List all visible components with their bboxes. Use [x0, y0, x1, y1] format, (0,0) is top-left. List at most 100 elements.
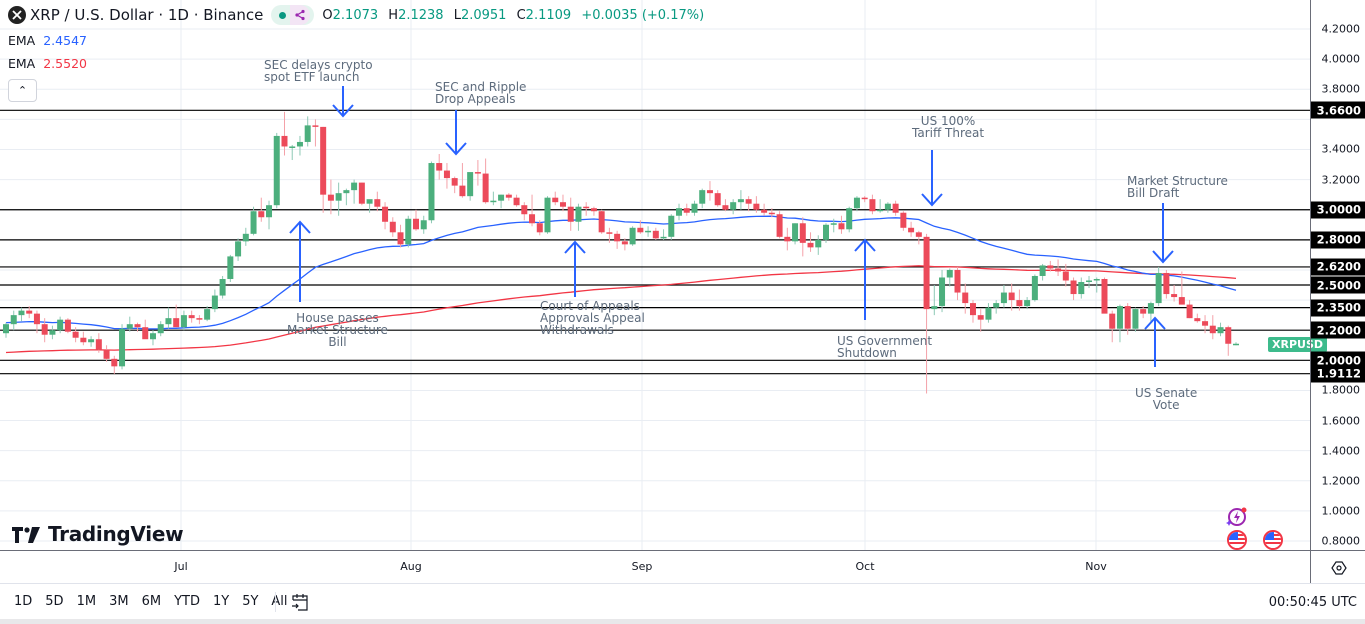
price-tick: 1.8000 [1321, 383, 1361, 397]
candle [49, 330, 56, 335]
time-tick: Jul [174, 560, 188, 573]
collapse-indicators-button[interactable]: ⌃ [8, 79, 37, 102]
annotation-label[interactable]: US Government Shutdown [837, 334, 933, 360]
price-level-label: 1.9112 [1311, 365, 1365, 383]
candle [807, 242, 814, 248]
candle [1140, 309, 1147, 314]
candle [784, 236, 791, 242]
candles [3, 111, 1239, 394]
ema-slow-legend[interactable]: EMA 2.5520 [8, 56, 87, 71]
annotation-label[interactable]: US Senate Vote [1135, 386, 1198, 412]
range-button-5d[interactable]: 5D [45, 594, 64, 609]
market-status-badge[interactable] [271, 5, 315, 25]
clock-timezone[interactable]: 00:50:45 UTC [1268, 595, 1357, 610]
price-level-label: 2.2000 [1311, 321, 1365, 339]
tradingview-logo[interactable]: TradingView [12, 522, 184, 546]
candle [830, 223, 837, 225]
candle [1202, 321, 1209, 326]
us-flag-event-icon[interactable] [1263, 530, 1283, 550]
range-button-1m[interactable]: 1M [76, 594, 97, 609]
annotation-label[interactable]: Market Structure Bill Draft [1127, 174, 1228, 200]
candle [892, 203, 899, 213]
range-button-1y[interactable]: 1Y [212, 594, 230, 609]
ema-fast-legend[interactable]: EMA 2.4547 [8, 33, 87, 48]
price-tick: 1.4000 [1321, 444, 1361, 458]
candle [1062, 271, 1069, 281]
candle [490, 200, 497, 203]
candle [157, 324, 164, 334]
logo-text: TradingView [48, 522, 184, 546]
candle [606, 232, 613, 234]
candle [559, 202, 566, 207]
candle [327, 194, 334, 201]
change-value: +0.0035 (+0.17%) [581, 7, 705, 23]
candle [536, 223, 543, 233]
range-button-1d[interactable]: 1D [14, 594, 33, 609]
candle [382, 206, 389, 222]
candle [1024, 300, 1031, 307]
candle [281, 135, 288, 147]
price-level-label: 2.5000 [1311, 276, 1365, 294]
ema-fast-line [5, 215, 1237, 330]
candle [111, 358, 118, 367]
symbol-legend: XRP / U.S. Dollar · 1D · Binance O2.1073… [8, 5, 704, 25]
candle [598, 211, 605, 233]
candle [72, 331, 79, 338]
candle [95, 339, 102, 350]
range-button-all[interactable]: All [271, 594, 288, 609]
price-axis[interactable]: 4.2000 4.0000 3.8000 3.4000 3.2000 1.8000 1.60… [1310, 0, 1365, 550]
xrp-logo-icon [8, 6, 26, 24]
candle [26, 310, 33, 314]
candle [219, 278, 226, 296]
time-axis[interactable]: Jul Aug Sep Oct Nov [0, 550, 1310, 584]
candle [869, 199, 876, 212]
candle [126, 324, 133, 329]
candle [614, 233, 621, 242]
range-button-5y[interactable]: 5Y [242, 594, 259, 609]
chart-settings-button[interactable] [1310, 550, 1365, 584]
candle [1086, 280, 1093, 283]
candlestick-chart[interactable] [0, 0, 1310, 550]
arrow-head [854, 238, 876, 252]
candle [799, 223, 806, 243]
candle [660, 236, 667, 239]
candle [722, 205, 729, 210]
range-button-ytd[interactable]: YTD [174, 594, 200, 609]
price-tick: 1.2000 [1321, 474, 1361, 488]
candle [1031, 275, 1038, 301]
candle [969, 303, 976, 316]
arrow-head [1152, 250, 1174, 264]
go-to-date-button[interactable] [290, 592, 310, 616]
price-tick: 0.8000 [1321, 534, 1361, 548]
candle [41, 324, 48, 335]
annotation-label[interactable]: US 100% Tariff Threat [912, 114, 985, 140]
bottom-toolbar: 1D 5D 1M 3M 6M YTD 1Y 5Y All 00:50:45 UTC [0, 583, 1365, 620]
candle [1078, 282, 1085, 295]
candle [1070, 280, 1077, 295]
annotation-label[interactable]: House passes Market Structure Bill [287, 311, 388, 349]
share-icon[interactable] [290, 5, 311, 25]
us-flag-event-icon[interactable] [1227, 530, 1247, 550]
time-tick: Aug [400, 560, 422, 573]
range-button-6m[interactable]: 6M [141, 594, 162, 609]
candle [482, 173, 489, 203]
candle [652, 230, 659, 239]
range-button-3m[interactable]: 3M [109, 594, 129, 609]
tradingview-logo-icon [12, 527, 40, 543]
time-tick: Sep [631, 560, 653, 573]
price-level-label: 3.6600 [1311, 101, 1365, 119]
annotation-label[interactable]: SEC delays crypto spot ETF launch [264, 58, 373, 84]
symbol-title[interactable]: XRP / U.S. Dollar · 1D · Binance [30, 6, 264, 24]
price-tick: 3.8000 [1321, 82, 1361, 96]
chart-pane[interactable]: XRP / U.S. Dollar · 1D · Binance O2.1073… [0, 0, 1327, 550]
ema-label: EMA [8, 33, 36, 48]
ai-assistant-icon[interactable] [1225, 505, 1247, 527]
annotation-label[interactable]: Court of Appeals Approvals Appeal Withdraw… [540, 299, 645, 337]
annotation-label[interactable]: SEC and Ripple Drop Appeals [435, 80, 527, 106]
candle [428, 163, 435, 221]
candle [1163, 272, 1170, 295]
candle [467, 172, 474, 197]
candle [676, 208, 683, 216]
candle [420, 220, 427, 230]
candle [877, 209, 884, 212]
